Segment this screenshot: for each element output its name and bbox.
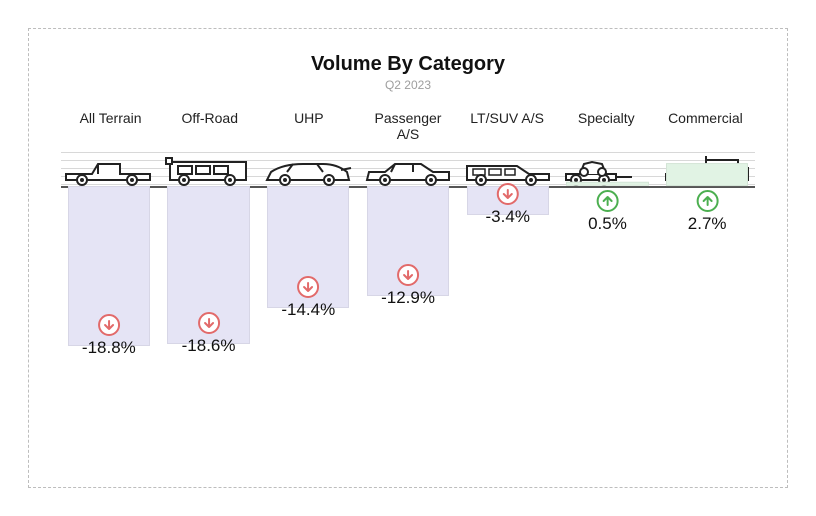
bar-column: -3.4%: [460, 146, 556, 406]
value-badge: -18.6%: [182, 312, 236, 356]
value-badge: -12.9%: [381, 264, 435, 308]
category-label: Passenger A/S: [358, 110, 457, 144]
value-label: -3.4%: [486, 207, 530, 227]
arrow-down-icon: [397, 264, 419, 286]
bar-column: -18.6%: [161, 146, 257, 406]
value-label: -18.8%: [82, 338, 136, 358]
chart-subtitle: Q2 2023: [61, 78, 755, 92]
category-labels-row: All Terrain Off-Road UHP Passenger A/S L…: [61, 110, 755, 144]
chart-area: -18.8% -18.6% -14.4% -12.9% -3.4% 0.5% 2.7%: [61, 146, 755, 406]
arrow-down-icon: [198, 312, 220, 334]
sportscar-icon: [263, 154, 353, 190]
chart-title: Volume By Category: [61, 53, 755, 76]
sedan-icon: [363, 154, 453, 190]
bar-column: -14.4%: [260, 146, 356, 406]
arrow-down-icon: [98, 314, 120, 336]
value-badge: -18.8%: [82, 314, 136, 358]
bar-column: 0.5%: [560, 146, 656, 406]
value-label: -18.6%: [182, 336, 236, 356]
arrow-up-icon: [696, 190, 718, 212]
category-label: All Terrain: [61, 110, 160, 144]
bar: [566, 182, 648, 186]
bar: [666, 163, 748, 186]
bars-row: -18.8% -18.6% -14.4% -12.9% -3.4% 0.5% 2.7%: [61, 146, 755, 406]
value-label: -14.4%: [281, 300, 335, 320]
value-label: 0.5%: [588, 214, 627, 234]
bar-column: 2.7%: [659, 146, 755, 406]
arrow-down-icon: [497, 183, 519, 205]
category-label: LT/SUV A/S: [458, 110, 557, 144]
value-badge: 0.5%: [588, 190, 627, 234]
bar-column: -18.8%: [61, 146, 157, 406]
value-label: -12.9%: [381, 288, 435, 308]
value-badge: 2.7%: [688, 190, 727, 234]
value-badge: -14.4%: [281, 276, 335, 320]
value-label: 2.7%: [688, 214, 727, 234]
category-label: UHP: [259, 110, 358, 144]
category-label: Specialty: [557, 110, 656, 144]
chart-panel: Volume By Category Q2 2023 All Terrain O…: [28, 28, 788, 488]
category-label: Off-Road: [160, 110, 259, 144]
category-label: Commercial: [656, 110, 755, 144]
arrow-up-icon: [596, 190, 618, 212]
jeep-icon: [164, 154, 254, 190]
pickup-icon: [64, 154, 154, 190]
value-badge: -3.4%: [486, 183, 530, 227]
arrow-down-icon: [297, 276, 319, 298]
bar-column: -12.9%: [360, 146, 456, 406]
